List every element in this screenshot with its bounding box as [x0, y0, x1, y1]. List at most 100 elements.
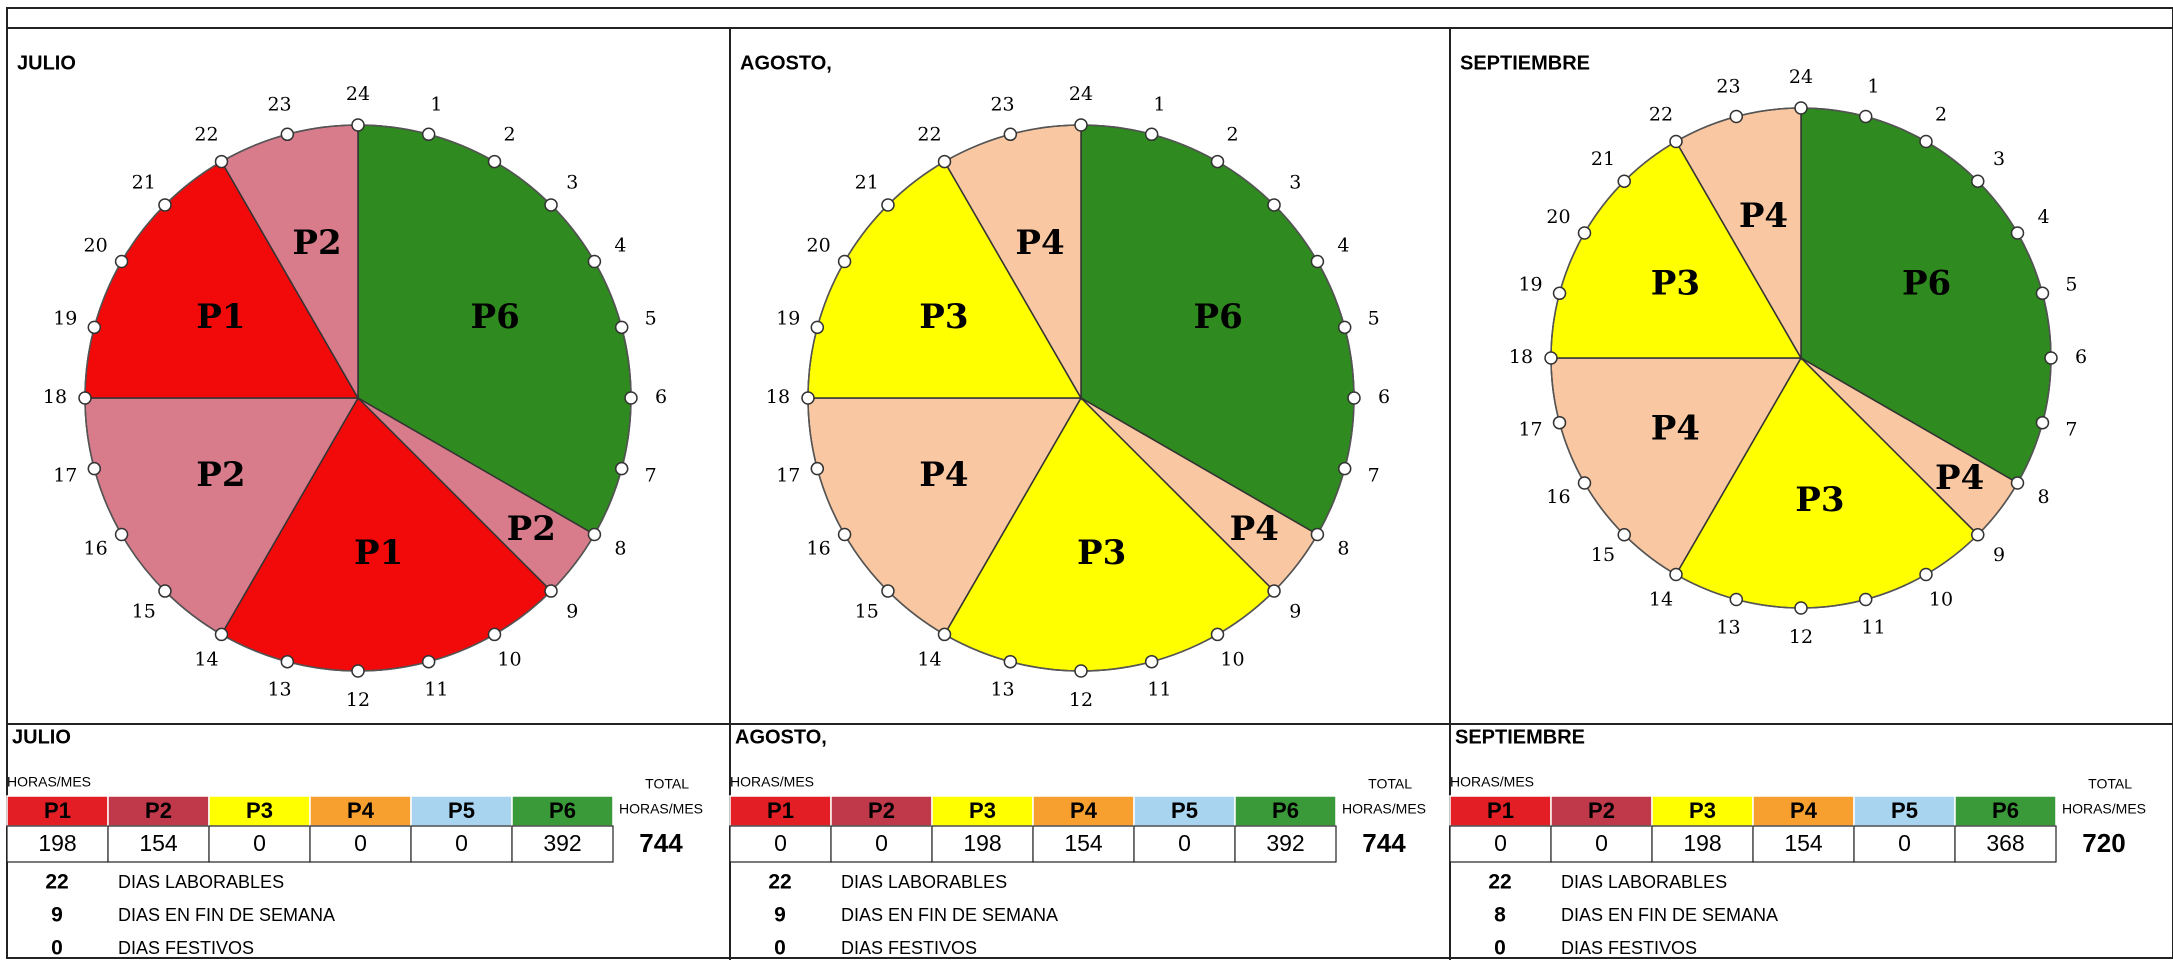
hour-label: 12	[346, 689, 370, 711]
days-label: DIAS LABORABLES	[118, 872, 284, 892]
hour-marker	[2010, 476, 2025, 490]
hour-label: 9	[566, 600, 578, 622]
hour-marker	[1144, 654, 1159, 669]
hour-marker	[1267, 198, 1281, 212]
hour-marker	[1003, 127, 1018, 142]
hours-value: 0	[1595, 830, 1608, 856]
hour-marker	[1003, 654, 1018, 669]
hour-label: 6	[2075, 346, 2087, 368]
hour-label: 21	[855, 172, 879, 194]
hour-label: 24	[1789, 66, 1813, 88]
hour-label: 17	[776, 464, 800, 486]
table-month: SEPTIEMBRE	[1455, 726, 1585, 748]
hour-label: 15	[132, 600, 156, 622]
hour-marker	[78, 391, 92, 405]
hour-label: 8	[614, 538, 626, 560]
hour-label: 24	[1069, 83, 1093, 105]
slice-label: P3	[1795, 480, 1844, 520]
header-cell	[1954, 795, 2057, 827]
hour-marker	[1210, 627, 1225, 642]
slice-label: P2	[292, 223, 341, 263]
hour-label: 22	[194, 124, 218, 146]
hour-label: 9	[1289, 600, 1301, 622]
hour-marker	[2035, 286, 2050, 301]
hours-value: 0	[1898, 830, 1911, 856]
hour-label: 14	[917, 648, 941, 670]
period-header: P4	[1790, 798, 1818, 823]
hour-marker	[1794, 601, 1808, 615]
slice-label: P4	[919, 455, 968, 495]
hour-marker	[1577, 476, 1592, 490]
header-cell	[107, 795, 210, 827]
hour-marker	[1919, 567, 1933, 582]
hours-value: 392	[1266, 830, 1304, 856]
hour-label: 20	[1546, 206, 1570, 228]
value-cell	[1032, 825, 1135, 863]
days-value: 22	[1488, 871, 1511, 894]
hour-label: 2	[1935, 104, 1947, 126]
slice-label: P6	[1902, 264, 1951, 304]
value-cell	[1550, 825, 1653, 863]
hour-label: 11	[1147, 679, 1171, 701]
hour-marker	[1729, 592, 1744, 607]
value-cell	[1651, 825, 1754, 863]
horas-mes: HORAS/MES	[7, 774, 91, 790]
hour-label: 3	[566, 172, 578, 194]
value-cell	[410, 825, 513, 863]
hours-value: 0	[455, 830, 468, 856]
hour-marker	[801, 391, 815, 405]
hour-marker	[1971, 528, 1985, 542]
hour-marker	[1144, 127, 1159, 142]
total-label: TOTAL	[645, 776, 689, 792]
header-cell	[1550, 795, 1653, 827]
hour-label: 16	[1546, 486, 1570, 508]
hour-label: 5	[2065, 274, 2077, 296]
hours-value: 0	[875, 830, 888, 856]
slice-label: P3	[1651, 264, 1700, 304]
slice-label: P4	[1015, 223, 1064, 263]
value-cell	[1234, 825, 1337, 863]
slice-label: P4	[1935, 458, 1984, 498]
hour-label: 2	[503, 124, 515, 146]
hour-marker	[1310, 527, 1325, 542]
hour-label: 23	[267, 93, 291, 115]
hour-marker	[1669, 567, 1683, 582]
slice-label: P1	[354, 533, 403, 573]
hour-marker	[1337, 320, 1352, 335]
hour-label: 11	[1861, 616, 1885, 638]
hour-label: 1	[430, 93, 442, 115]
hour-label: 8	[2037, 486, 2049, 508]
days-label: DIAS LABORABLES	[1561, 872, 1727, 892]
hours-value: 0	[354, 830, 367, 856]
hour-marker	[1919, 134, 1933, 149]
period-header: P2	[145, 798, 172, 823]
hour-label: 18	[766, 386, 790, 408]
hour-marker	[1794, 101, 1808, 115]
hour-label: 15	[1591, 544, 1615, 566]
period-header: P6	[1272, 798, 1299, 823]
value-cell	[309, 825, 412, 863]
hour-marker	[487, 154, 502, 169]
hour-label: 18	[1509, 346, 1533, 368]
hours-value: 198	[1683, 830, 1721, 856]
hour-label: 11	[424, 679, 448, 701]
hour-marker	[1337, 461, 1352, 476]
month-title: SEPTIEMBRE	[1460, 52, 1590, 74]
value-cell	[1853, 825, 1956, 863]
hour-marker	[2044, 351, 2058, 365]
hour-marker	[881, 584, 895, 598]
days-label: DIAS FESTIVOS	[118, 938, 254, 958]
outer-border	[6, 7, 2173, 959]
hours-value: 0	[1494, 830, 1507, 856]
hour-marker	[1552, 415, 1567, 430]
hour-label: 10	[497, 648, 521, 670]
hour-marker	[114, 254, 129, 269]
slice-label: P6	[471, 297, 520, 337]
hour-marker	[1347, 391, 1361, 405]
hour-label: 4	[2037, 206, 2049, 228]
hour-marker	[810, 461, 825, 476]
slice-label: P2	[196, 455, 245, 495]
hour-marker	[1971, 174, 1985, 188]
hour-label: 14	[194, 648, 218, 670]
hour-label: 21	[1591, 148, 1615, 170]
